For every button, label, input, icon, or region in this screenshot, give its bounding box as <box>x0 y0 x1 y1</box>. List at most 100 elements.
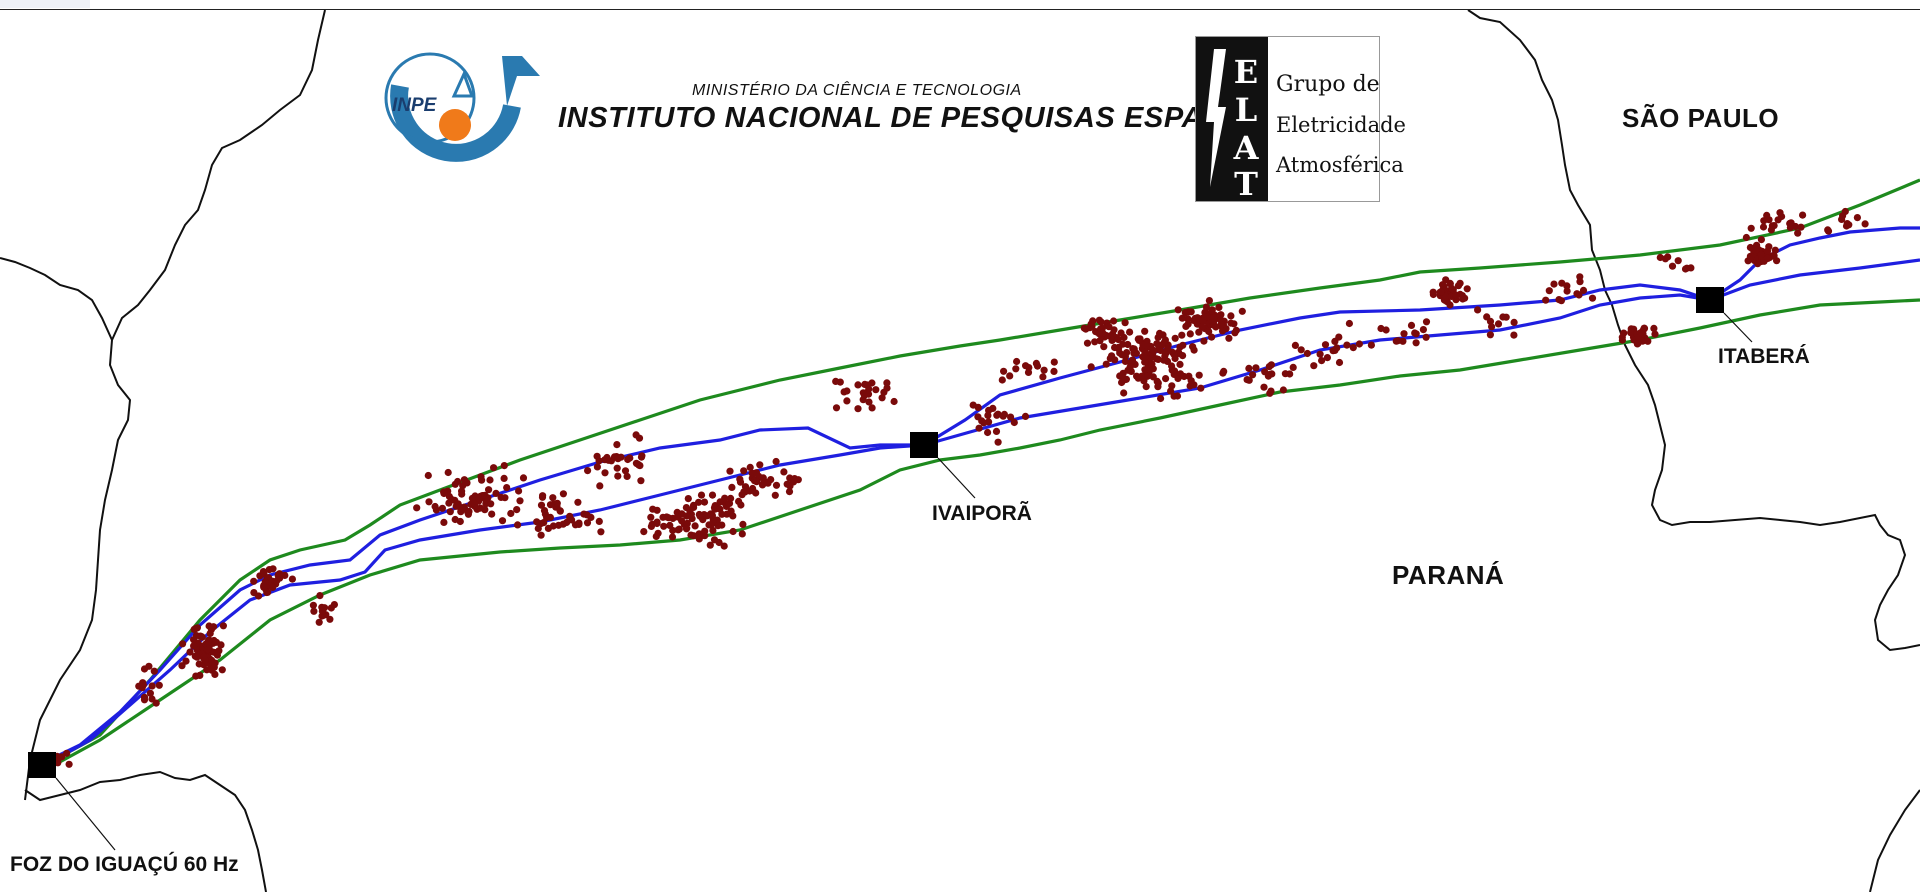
lightning-stroke-point <box>1442 292 1450 300</box>
lightning-stroke-point <box>1182 322 1190 330</box>
svg-text:L: L <box>1235 91 1258 129</box>
lightning-stroke-point <box>767 476 775 484</box>
lightning-stroke-point <box>1687 264 1695 272</box>
lightning-stroke-point <box>1083 339 1092 347</box>
lightning-stroke-point <box>993 411 1001 419</box>
lightning-stroke-point <box>1499 313 1507 321</box>
lightning-stroke-point <box>1119 340 1127 348</box>
lightning-stroke-point <box>212 638 220 646</box>
lightning-stroke-point <box>553 499 561 507</box>
lightning-stroke-point <box>980 419 988 427</box>
lightning-stroke-point <box>1102 360 1110 368</box>
lightning-stroke-point <box>1771 246 1779 254</box>
lightning-stroke-point <box>1080 324 1088 332</box>
lightning-stroke-point <box>726 467 734 475</box>
lightning-stroke-point <box>288 575 296 583</box>
lightning-stroke-point <box>1243 376 1251 384</box>
lightning-stroke-point <box>1759 223 1768 231</box>
lightning-stroke-point <box>1291 341 1299 349</box>
lightning-stroke-point <box>516 497 524 505</box>
lightning-stroke-point <box>1316 350 1324 358</box>
lightning-stroke-point <box>1331 346 1339 354</box>
lightning-stroke-point <box>1187 308 1195 316</box>
lightning-stroke-point <box>1111 356 1119 364</box>
lightning-stroke-point <box>1579 286 1588 294</box>
substation-ivaipora <box>910 432 938 458</box>
lightning-stroke-point <box>471 499 479 507</box>
lightning-stroke-point <box>1407 321 1416 329</box>
lightning-stroke-point <box>1429 290 1437 299</box>
lightning-stroke-point <box>653 519 661 528</box>
lightning-stroke-point <box>746 487 754 495</box>
lightning-stroke-point <box>752 489 760 497</box>
lightning-stroke-point <box>1141 327 1149 335</box>
lightning-stroke-point <box>1091 338 1099 346</box>
lightning-stroke-point <box>613 464 621 472</box>
lightning-stroke-point <box>204 645 212 654</box>
svg-text:E: E <box>1234 53 1258 91</box>
lightning-stroke-point <box>638 452 646 460</box>
lightning-stroke-point <box>537 501 546 509</box>
lightning-strokes <box>53 207 1869 768</box>
lightning-stroke-point <box>1545 287 1553 295</box>
lightning-stroke-point <box>780 468 788 476</box>
lightning-stroke-point <box>1289 363 1297 371</box>
lightning-stroke-point <box>459 505 467 513</box>
lightning-stroke-point <box>1171 334 1179 342</box>
lightning-stroke-point <box>595 457 603 465</box>
lightning-stroke-point <box>1797 223 1805 231</box>
lightning-stroke-point <box>424 471 432 480</box>
lightning-stroke-point <box>1488 323 1496 331</box>
elat-logo: E L A T Grupo de Eletricidade Atmosféric… <box>1195 36 1406 203</box>
lightning-stroke-point <box>1245 364 1253 372</box>
lightning-stroke-point <box>1156 329 1164 337</box>
lightning-stroke-point <box>55 754 63 762</box>
lightning-stroke-point <box>975 424 983 432</box>
lightning-stroke-point <box>1039 373 1047 381</box>
lightning-stroke-point <box>540 519 548 527</box>
lightning-stroke-point <box>500 462 508 470</box>
lightning-stroke-point <box>737 501 745 509</box>
lightning-stroke-point <box>1576 278 1584 286</box>
elat-line-3: Atmosférica <box>1276 153 1404 177</box>
lightning-stroke-point <box>219 622 227 630</box>
lightning-stroke-point <box>1141 366 1149 374</box>
lightning-stroke-point <box>785 488 794 496</box>
station-label-itabera: ITABERÁ <box>1718 345 1810 368</box>
line-b <box>44 443 925 767</box>
lightning-stroke-point <box>1345 319 1353 328</box>
lightning-stroke-point <box>703 512 711 520</box>
lightning-stroke-point <box>1162 375 1170 383</box>
lightning-stroke-point <box>604 456 613 464</box>
lightning-stroke-point <box>255 592 263 600</box>
lightning-stroke-point <box>451 480 459 488</box>
lightning-stroke-point <box>1349 344 1357 352</box>
lightning-stroke-point <box>1187 377 1195 385</box>
lightning-stroke-point <box>326 615 334 623</box>
lightning-stroke-point <box>1620 329 1628 337</box>
lightning-stroke-point <box>1100 343 1108 351</box>
lightning-stroke-point <box>540 507 549 515</box>
lightning-stroke-point <box>1201 313 1210 321</box>
lightning-stroke-point <box>269 565 277 573</box>
lightning-stroke-point <box>269 583 277 592</box>
lightning-stroke-point <box>150 667 158 675</box>
lightning-stroke-point <box>250 577 258 585</box>
lightning-stroke-point <box>1160 356 1168 364</box>
lightning-stroke-point <box>1232 326 1240 334</box>
lightning-stroke-point <box>208 658 216 666</box>
lightning-stroke-point <box>729 527 737 536</box>
substation-itabera <box>1696 287 1724 313</box>
lightning-stroke-point <box>485 486 493 494</box>
lightning-stroke-point <box>1776 209 1784 217</box>
lightning-stroke-point <box>1510 331 1518 339</box>
lightning-stroke-point <box>1861 220 1869 228</box>
lightning-stroke-point <box>546 513 555 522</box>
lightning-stroke-point <box>1006 372 1014 380</box>
lightning-stroke-point <box>1198 323 1206 331</box>
lightning-stroke-point <box>458 490 466 498</box>
lightning-stroke-point <box>720 542 728 550</box>
lightning-stroke-point <box>1168 382 1176 390</box>
lightning-stroke-point <box>1116 372 1124 380</box>
lightning-stroke-point <box>1799 211 1807 219</box>
